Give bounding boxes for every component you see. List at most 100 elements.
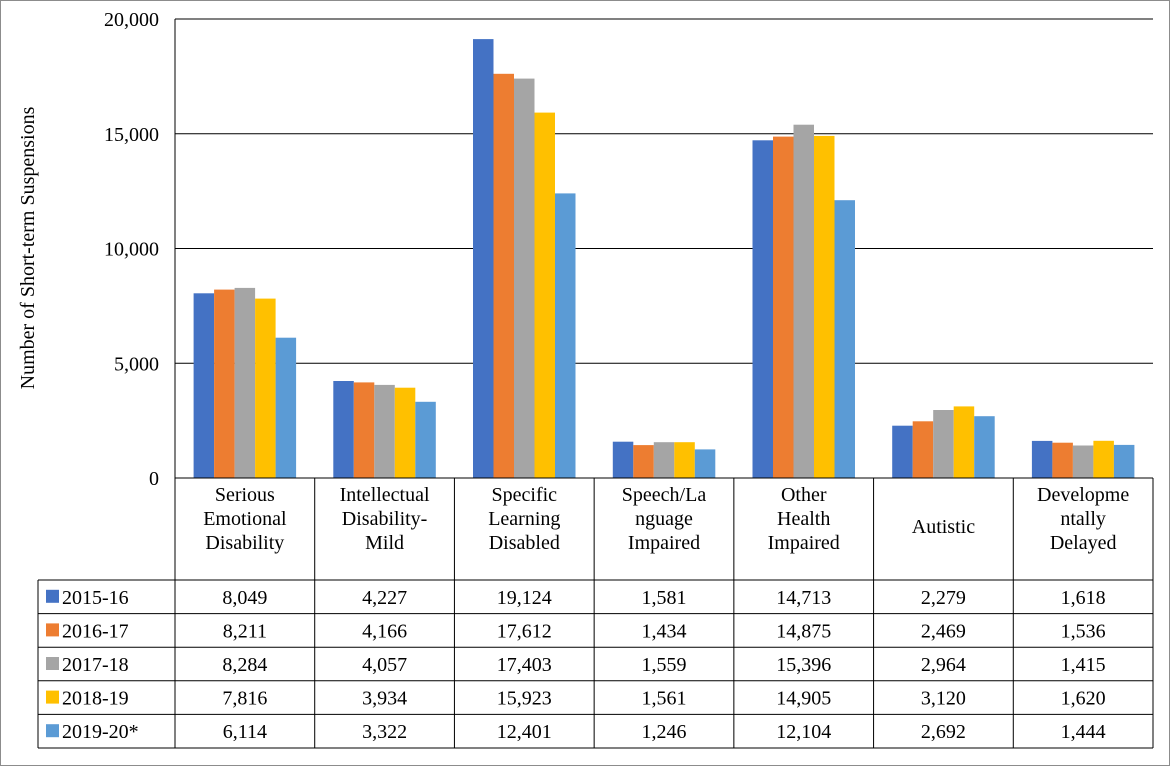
data-label: 1,444 bbox=[1061, 721, 1106, 743]
bar-2015-16-5 bbox=[892, 425, 913, 478]
data-label: 4,227 bbox=[362, 587, 407, 609]
data-label: 1,561 bbox=[642, 688, 687, 710]
data-label: 15,923 bbox=[497, 688, 552, 710]
bar-2019-20*-6 bbox=[1113, 444, 1135, 478]
category-label: Learning bbox=[488, 508, 560, 530]
bar-2019-20*-5 bbox=[974, 416, 995, 478]
bar-2018-19-4 bbox=[814, 135, 835, 478]
legend-key-2017-18 bbox=[46, 657, 59, 670]
category-label: Disability bbox=[205, 532, 284, 554]
bar-2015-16-1 bbox=[333, 381, 354, 478]
bar-2015-16-4 bbox=[752, 140, 773, 479]
data-label: 2,279 bbox=[921, 587, 966, 609]
legend-label: 2019-20* bbox=[62, 721, 139, 743]
category-label: Disabled bbox=[489, 532, 560, 554]
bar-2019-20*-2 bbox=[555, 193, 576, 478]
legend-key-2018-19 bbox=[46, 690, 59, 704]
category-label: Intellectual bbox=[340, 484, 430, 506]
category-label: Emotional bbox=[203, 508, 287, 530]
data-label: 2,469 bbox=[921, 620, 966, 642]
data-label: 17,612 bbox=[497, 620, 552, 642]
bar-2016-17-4 bbox=[773, 136, 794, 478]
category-label: Mild bbox=[365, 532, 404, 554]
category-label: ntally bbox=[1060, 508, 1106, 530]
data-label: 3,322 bbox=[362, 721, 407, 743]
y-tick-label: 0 bbox=[149, 468, 159, 490]
bar-2019-20*-0 bbox=[275, 337, 297, 478]
bar-2016-17-6 bbox=[1052, 442, 1073, 478]
bar-2017-18-0 bbox=[234, 287, 256, 478]
bar-2017-18-2 bbox=[514, 78, 535, 478]
bar-2019-20*-3 bbox=[694, 449, 716, 478]
bar-2016-17-5 bbox=[912, 421, 934, 478]
legend-key-2019-20* bbox=[46, 724, 59, 738]
data-label: 7,816 bbox=[222, 688, 267, 710]
data-label: 4,057 bbox=[362, 654, 407, 676]
data-label: 4,166 bbox=[362, 620, 407, 642]
data-label: 15,396 bbox=[776, 654, 831, 676]
data-label: 1,618 bbox=[1061, 587, 1106, 609]
bars bbox=[193, 39, 1135, 479]
gridlines bbox=[175, 18, 1153, 364]
category-label: Impaired bbox=[628, 532, 700, 554]
y-tick-label: 20,000 bbox=[104, 9, 159, 31]
bar-2018-19-0 bbox=[255, 298, 276, 478]
bar-2018-19-2 bbox=[534, 112, 555, 478]
y-axis-title: Number of Short-term Suspensions bbox=[17, 106, 39, 389]
category-label: Delayed bbox=[1050, 532, 1117, 554]
y-tick-label: 15,000 bbox=[104, 124, 159, 146]
bar-2018-19-6 bbox=[1093, 440, 1114, 478]
category-label: Autistic bbox=[912, 516, 975, 538]
data-label: 1,559 bbox=[642, 654, 687, 676]
bar-2018-19-3 bbox=[674, 442, 695, 478]
legend-key-2015-16 bbox=[46, 589, 59, 603]
bar-2018-19-1 bbox=[394, 387, 416, 478]
bar-2017-18-6 bbox=[1072, 445, 1094, 478]
data-label: 2,964 bbox=[921, 654, 966, 676]
data-label: 1,620 bbox=[1061, 688, 1106, 710]
bar-2015-16-6 bbox=[1031, 440, 1053, 478]
bar-2019-20*-4 bbox=[834, 200, 855, 478]
category-label: Serious bbox=[215, 484, 275, 506]
data-label: 12,104 bbox=[776, 721, 831, 743]
category-label: Other bbox=[781, 484, 827, 506]
legend-label: 2018-19 bbox=[62, 688, 129, 710]
bar-2018-19-5 bbox=[953, 406, 975, 478]
bar-2017-18-1 bbox=[374, 384, 395, 478]
category-label: Health bbox=[777, 508, 830, 530]
legend-label: 2016-17 bbox=[62, 620, 129, 642]
data-label: 19,124 bbox=[497, 587, 552, 609]
data-label: 8,049 bbox=[222, 587, 267, 609]
category-label: Speech/La bbox=[622, 484, 707, 506]
data-label: 1,581 bbox=[642, 587, 687, 609]
bar-2015-16-0 bbox=[193, 293, 215, 478]
bar-2015-16-2 bbox=[473, 39, 494, 478]
legend-label: 2015-16 bbox=[62, 587, 129, 609]
category-label: Developme bbox=[1037, 484, 1129, 506]
data-label: 14,875 bbox=[776, 620, 831, 642]
bar-2016-17-2 bbox=[493, 73, 514, 479]
data-label: 8,284 bbox=[222, 654, 267, 676]
data-label: 6,114 bbox=[223, 721, 267, 743]
data-label: 14,713 bbox=[776, 587, 831, 609]
data-label: 14,905 bbox=[776, 688, 831, 710]
axes: 0 5,000 10,000 15,000 20,000 bbox=[104, 9, 176, 490]
legend-key-2016-17 bbox=[46, 623, 59, 637]
bar-2016-17-1 bbox=[353, 382, 375, 478]
y-tick-label: 5,000 bbox=[114, 353, 159, 375]
data-label: 1,415 bbox=[1061, 654, 1106, 676]
data-label: 1,434 bbox=[642, 620, 687, 642]
data-label: 1,536 bbox=[1061, 620, 1106, 642]
bar-2017-18-4 bbox=[793, 124, 814, 478]
category-label: Impaired bbox=[768, 532, 840, 554]
bar-2016-17-0 bbox=[214, 289, 235, 478]
data-label: 12,401 bbox=[497, 721, 552, 743]
data-label: 3,934 bbox=[362, 688, 407, 710]
data-label: 3,120 bbox=[921, 688, 966, 710]
legend-label: 2017-18 bbox=[62, 654, 129, 676]
y-tick-label: 10,000 bbox=[104, 239, 159, 261]
bar-2016-17-3 bbox=[633, 445, 654, 478]
